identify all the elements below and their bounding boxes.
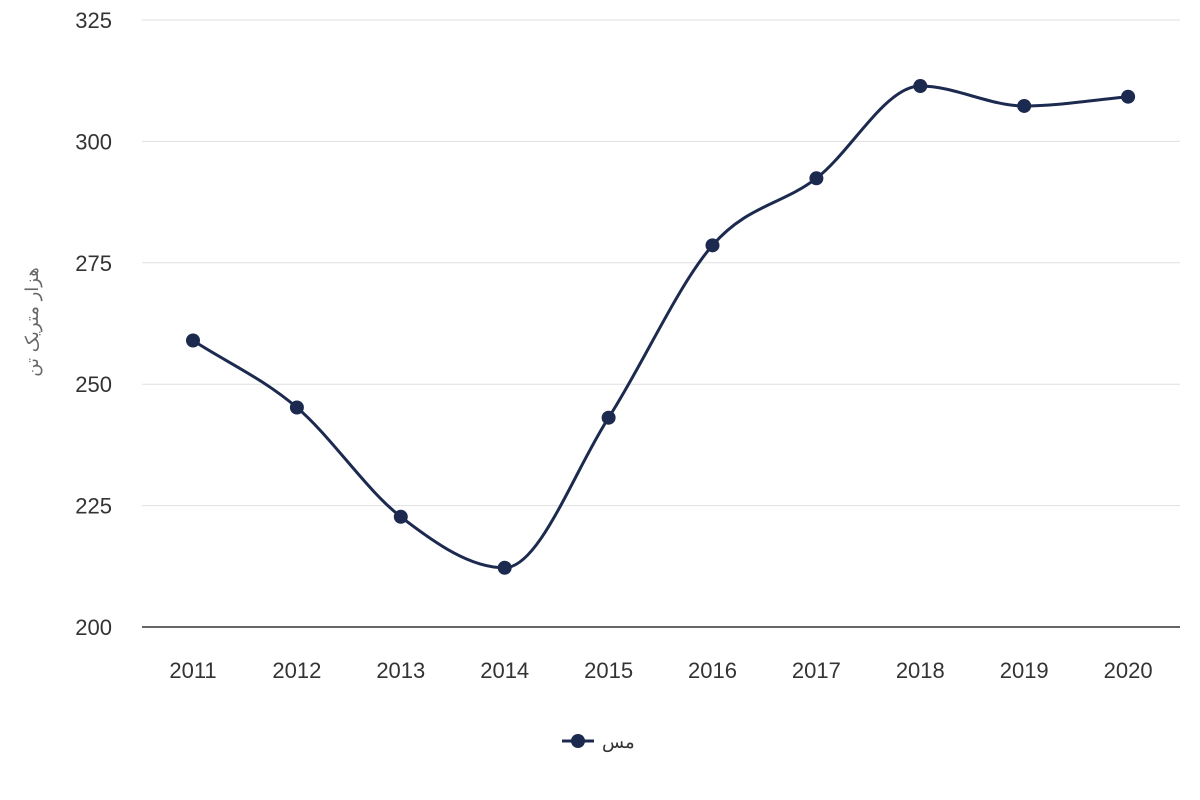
data-point-2019[interactable]	[1017, 98, 1032, 113]
data-point-2017[interactable]	[809, 171, 824, 186]
series-line	[192, 84, 1129, 570]
x-tick-label: 2018	[896, 658, 945, 683]
x-tick-label: 2013	[376, 658, 425, 683]
data-point-2014[interactable]	[497, 560, 512, 575]
x-tick-label: 2016	[688, 658, 737, 683]
x-tick-label: 2017	[792, 658, 841, 683]
y-tick-label: 225	[75, 494, 112, 519]
x-tick-label: 2014	[480, 658, 529, 683]
data-point-2018[interactable]	[913, 79, 928, 94]
y-tick-label: 325	[75, 8, 112, 33]
y-tick-label: 200	[75, 615, 112, 640]
series-layer	[186, 79, 1136, 575]
data-point-2016[interactable]	[705, 238, 720, 253]
legend[interactable]: مس	[562, 732, 635, 753]
x-axis-ticks: 2011 2012 2013 2014 2015 2016 2017 2018 2019 2020	[169, 658, 1152, 683]
data-point-2012[interactable]	[289, 400, 304, 415]
x-tick-label: 2015	[584, 658, 633, 683]
x-tick-label: 2011	[169, 658, 216, 683]
data-point-2013[interactable]	[393, 509, 408, 524]
y-tick-label: 300	[75, 129, 112, 154]
x-tick-label: 2020	[1104, 658, 1153, 683]
data-point-2011[interactable]	[186, 333, 200, 348]
y-axis-ticks: 200 225 250 275 300 325	[75, 8, 112, 640]
x-tick-label: 2019	[1000, 658, 1049, 683]
data-point-2020[interactable]	[1121, 89, 1136, 104]
x-tick-label: 2012	[272, 658, 321, 683]
y-axis-title: هزار متریک تن	[22, 267, 43, 376]
legend-label: مس	[602, 732, 635, 753]
gridlines	[142, 19, 1180, 628]
y-tick-label: 275	[75, 251, 112, 276]
data-point-2015[interactable]	[601, 410, 616, 425]
y-tick-label: 250	[75, 372, 112, 397]
legend-marker-icon	[571, 734, 585, 748]
